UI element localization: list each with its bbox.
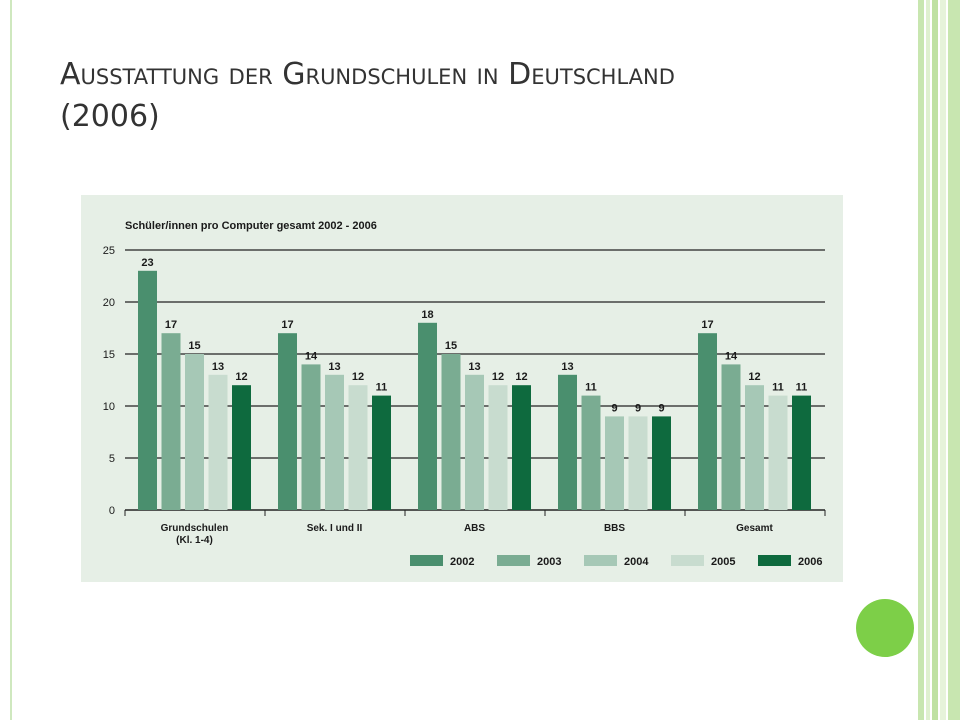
x-category-label: BBS xyxy=(604,523,625,534)
bar xyxy=(745,385,764,510)
chart-panel: Schüler/innen pro Computer gesamt 2002 -… xyxy=(81,195,843,582)
right-border-stripe xyxy=(932,0,938,720)
bar-value-label: 14 xyxy=(725,350,738,362)
x-category-label: Grundschulen xyxy=(161,523,229,534)
bar-value-label: 9 xyxy=(611,402,617,414)
bar-value-label: 13 xyxy=(212,361,224,373)
bar-value-label: 13 xyxy=(561,361,573,373)
bar-value-label: 18 xyxy=(421,309,433,321)
chart-bars xyxy=(138,270,811,510)
bar-value-label: 13 xyxy=(468,361,480,373)
x-category-label: Gesamt xyxy=(736,523,773,534)
bar xyxy=(441,354,461,510)
bar xyxy=(465,374,484,510)
bar xyxy=(652,416,671,510)
left-border-line xyxy=(10,0,12,720)
legend-swatch xyxy=(497,555,530,566)
x-category-label: ABS xyxy=(464,523,485,534)
bar xyxy=(558,374,577,510)
x-category-label: (Kl. 1-4) xyxy=(176,535,213,546)
bar xyxy=(605,416,624,510)
bar xyxy=(232,385,251,510)
bar-value-label: 11 xyxy=(796,382,808,394)
bar xyxy=(768,395,788,510)
chart-legend: 2002 2003 2004 2005 2006 xyxy=(410,555,822,568)
bar-value-label: 13 xyxy=(328,361,340,373)
bar xyxy=(185,354,204,510)
right-border-stripe xyxy=(948,0,960,720)
legend-swatch xyxy=(758,555,791,566)
bar-value-label: 17 xyxy=(701,319,713,331)
bar-value-label: 15 xyxy=(188,340,200,352)
legend-label: 2002 xyxy=(450,556,474,568)
bar xyxy=(278,333,297,510)
bar xyxy=(488,385,508,510)
legend-label: 2004 xyxy=(624,556,649,568)
bar xyxy=(138,270,157,510)
bar xyxy=(698,333,717,510)
bar-value-label: 14 xyxy=(305,350,318,362)
y-tick-label: 15 xyxy=(103,349,115,361)
y-tick-label: 0 xyxy=(109,505,115,517)
bar-value-label: 12 xyxy=(352,371,364,383)
y-tick-label: 25 xyxy=(103,245,115,257)
right-border-stripe xyxy=(918,0,924,720)
bar-value-label: 17 xyxy=(281,319,293,331)
bar-value-label: 9 xyxy=(658,402,664,414)
x-category-label: Sek. I und II xyxy=(307,523,363,534)
bar xyxy=(325,374,344,510)
y-tick-label: 5 xyxy=(109,453,115,465)
chart-title: Schüler/innen pro Computer gesamt 2002 -… xyxy=(125,220,377,232)
bar xyxy=(372,395,391,510)
bar xyxy=(208,374,228,510)
y-tick-label: 20 xyxy=(103,297,115,309)
legend-swatch xyxy=(584,555,617,566)
bar xyxy=(418,322,437,510)
bar-value-label: 12 xyxy=(492,371,504,383)
bar xyxy=(348,385,368,510)
legend-label: 2005 xyxy=(711,556,735,568)
legend-swatch xyxy=(410,555,443,566)
right-border-stripe xyxy=(940,0,946,720)
bar-value-label: 23 xyxy=(141,257,153,269)
bar xyxy=(161,333,181,510)
bar-value-label: 12 xyxy=(235,371,247,383)
accent-circle xyxy=(856,599,914,657)
legend-swatch xyxy=(671,555,704,566)
bar xyxy=(581,395,601,510)
bar-chart: Schüler/innen pro Computer gesamt 2002 -… xyxy=(81,195,843,582)
bar xyxy=(512,385,531,510)
slide-title: Ausstattung der Grundschulen in Deutschl… xyxy=(60,54,860,138)
bar-value-label: 11 xyxy=(585,382,597,394)
y-tick-label: 10 xyxy=(103,401,115,413)
bar xyxy=(792,395,811,510)
bar xyxy=(628,416,648,510)
bar-value-label: 17 xyxy=(165,319,177,331)
bar-value-label: 11 xyxy=(772,382,784,394)
bar-value-label: 15 xyxy=(445,340,457,352)
bar xyxy=(721,364,741,510)
chart-labels: 0 5 10 15 20 25 23 17 15 13 12 Grundschulen(Kl. 1-4… xyxy=(103,245,808,546)
bar-value-label: 9 xyxy=(635,402,641,414)
bar-value-label: 12 xyxy=(515,371,527,383)
bar-value-label: 12 xyxy=(748,371,760,383)
legend-label: 2006 xyxy=(798,556,822,568)
slide-title-line2: (2006) xyxy=(60,99,160,134)
slide-title-line1: Ausstattung der Grundschulen in Deutschl… xyxy=(60,57,675,92)
bar xyxy=(301,364,321,510)
right-border-stripe xyxy=(926,0,930,720)
bar-value-label: 11 xyxy=(376,382,388,394)
legend-label: 2003 xyxy=(537,556,561,568)
